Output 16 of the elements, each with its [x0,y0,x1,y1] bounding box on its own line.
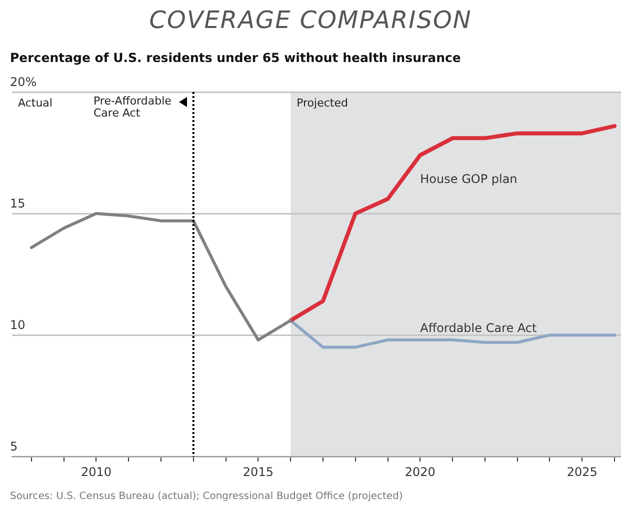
x-tick-label: 2020 [404,464,436,479]
annotation: Actual [18,96,52,110]
chart-subtitle: Percentage of U.S. residents under 65 without health insurance [10,50,461,65]
y-tick-label: 5 [10,440,18,454]
x-tick-label: 2025 [566,464,598,479]
series-label: Affordable Care Act [420,320,538,335]
y-tick-label: 15 [10,196,26,211]
y-tick-label: 20% [10,75,37,90]
y-tick-label: 10 [10,318,26,332]
chart-title: COVERAGE COMPARISON [148,6,473,34]
ref-line-label: Pre-Affordable Care Act [93,94,172,120]
band-label: Projected [296,96,348,110]
x-tick-label: 2015 [242,464,274,479]
source-note: Sources: U.S. Census Bureau (actual); Congressional Budget Office (projected) [10,491,403,502]
series-label: House GOP plan [420,172,518,186]
x-tick-label: 2010 [80,464,112,479]
